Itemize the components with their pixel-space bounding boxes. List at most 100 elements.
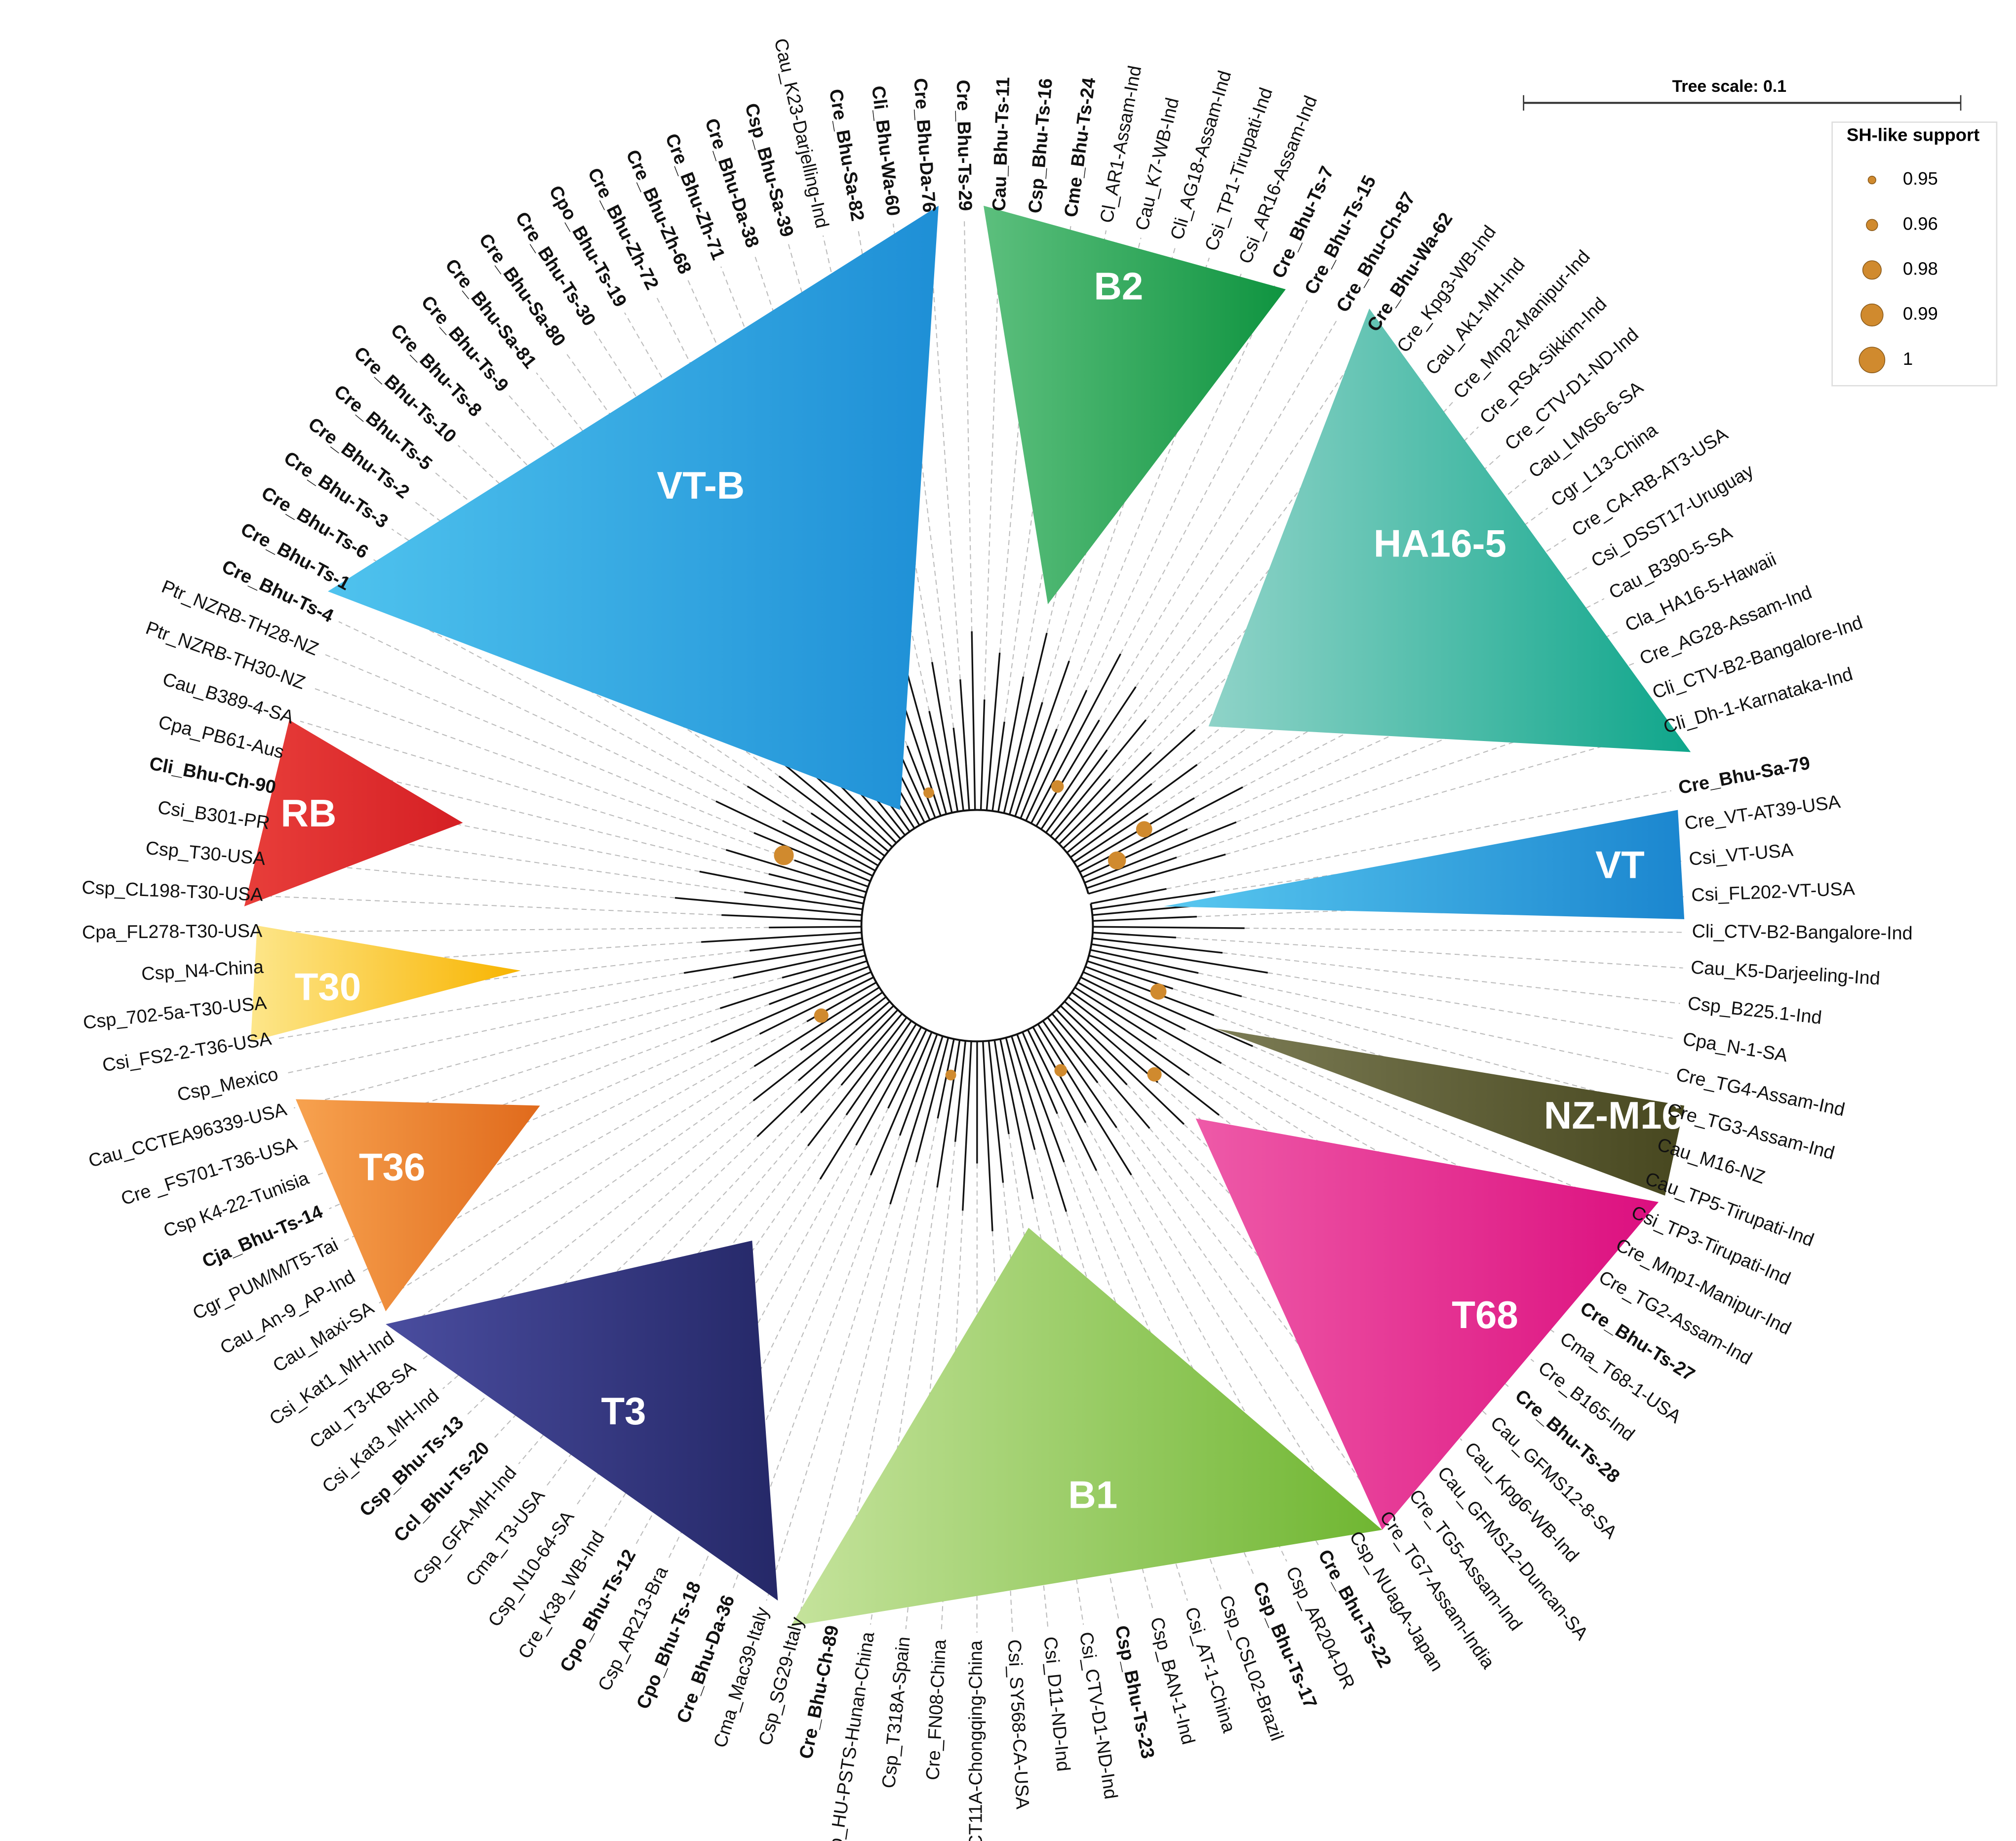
branch [769,966,870,1005]
branch [747,785,879,866]
branch [753,986,880,1067]
branch [1020,729,1058,819]
guide-line [1252,1046,1625,1210]
legend-label: 0.96 [1903,213,1938,234]
branch [752,996,887,1101]
support-node [1147,1067,1162,1082]
branch [1071,991,1190,1076]
guide-line [1120,300,1308,654]
branch [982,1041,993,1231]
branch [810,812,882,862]
guide-line [766,1204,891,1601]
support-node [945,1069,956,1081]
branch [797,1001,891,1082]
leaf-label: Cre_Bhu-Ts-29 [953,79,976,211]
guide-line [624,312,837,682]
guide-line [1176,696,1647,858]
branch [769,926,862,929]
branch [800,1009,899,1114]
branch [1054,778,1111,841]
branch [901,697,942,817]
branch [906,745,936,819]
guide-line [1166,790,1672,890]
branch [1011,1036,1067,1212]
guide-line [338,621,716,802]
branch [1088,954,1242,997]
branch [855,1026,922,1146]
clade-triangle [984,205,1286,604]
guide-line [1176,937,1683,969]
branch [937,1039,955,1119]
branch [1051,1013,1150,1129]
guide-line [398,1049,801,1333]
branch [1073,813,1148,863]
clade-triangle [791,1227,1383,1627]
branch [870,1031,933,1175]
support-node [1051,780,1064,793]
guide-line [604,1179,821,1528]
branch [1080,977,1186,1030]
clade-triangle [1208,309,1691,752]
branch [756,1005,895,1137]
clade-label: NZ-M16 [1544,1094,1683,1137]
support-node [1054,1064,1067,1077]
clade-label: T3 [601,1389,646,1433]
branch [733,949,865,979]
legend-label: 1 [1903,349,1913,369]
branch [699,870,864,904]
branch [889,1036,944,1205]
branch [1074,986,1157,1040]
branch [1090,888,1167,904]
branch [1037,1023,1132,1175]
clade-triangle [295,1099,540,1312]
branch [1009,702,1043,815]
branch [959,679,970,811]
branch [936,1040,961,1188]
branch [1091,891,1216,910]
guide-line [1150,426,1479,753]
clade-label: T36 [359,1145,426,1188]
support-node [774,845,794,865]
legend-box [1831,121,1998,387]
branch [954,1040,967,1142]
clade-triangle [1195,1118,1659,1530]
branch [971,631,976,810]
clade-label: VT [1595,843,1645,886]
branch [1022,1031,1058,1114]
branch [991,721,1005,811]
branch [997,676,1025,812]
guide-line [667,1108,889,1562]
branch [1082,828,1188,878]
guide-line [285,977,734,1074]
branch [744,891,863,910]
branch [1060,1005,1185,1125]
guide-line [1099,317,1339,721]
branch [931,662,959,812]
guide-line [1066,1211,1188,1601]
support-node [1107,851,1126,870]
branch [725,849,867,893]
branch [887,1029,927,1109]
support-node [1150,983,1167,1000]
branch [674,897,862,916]
guide-line [270,927,769,933]
clade-triangle [250,925,521,1042]
guide-line [1116,1127,1380,1508]
branch [986,653,1001,811]
clade-triangle [328,205,939,810]
legend-label: 0.95 [1903,168,1938,189]
clades: VT-B B2 HA16-5 VT NZ-M16 T68 B1 T3 T36 T30 RB [244,205,1691,1627]
branch [715,800,873,877]
support-node [814,1008,829,1023]
branch [1079,786,1243,873]
branch [1086,857,1177,889]
branch [962,1041,972,1211]
branch [701,932,862,943]
guide-line [300,720,726,851]
leaf-label: Cau_Bhu-Ts-11 [988,77,1014,211]
branch [1047,1017,1099,1084]
legend-title: SH-like support [1847,125,1979,145]
branch [768,873,865,899]
